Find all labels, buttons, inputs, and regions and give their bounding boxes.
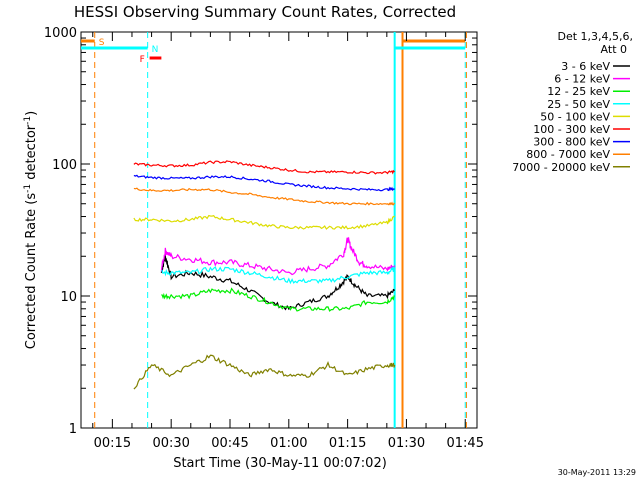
legend-entry-label: 6 - 12 keV [554,73,610,86]
x-tick-label: 01:15 [329,436,366,451]
legend-entry-label: 25 - 50 keV [547,98,610,111]
series-line-4 [133,214,395,230]
y-axis-label: Corrected Count Rate (s-1 detector-1) [23,111,39,349]
flag-letter-n: N [152,45,159,55]
series-line-6 [133,174,396,192]
y-tick-label: 1 [69,422,77,437]
x-tick-label: 00:30 [152,436,189,451]
legend-entry-label: 300 - 800 keV [533,136,610,149]
series-line-0 [160,253,396,311]
x-tick-label: 00:15 [94,436,131,451]
y-axis-label-exp1: -1 [23,184,33,193]
marker-layer: S NF [81,32,467,428]
y-axis-label-main: Corrected Count Rate (s [24,193,39,350]
x-tick-label: 01:00 [270,436,307,451]
legend-entry-label: 7000 - 20000 keV [512,161,610,174]
y-tick-label: 10 [60,290,77,305]
y-axis-label-end: ) [24,111,39,116]
x-tick-label: 01:30 [388,436,425,451]
series-line-8 [133,354,396,390]
y-axis-label-mid: detector [24,124,39,184]
legend-header-line-2: Att 0 [601,43,627,56]
series-layer [133,160,396,390]
x-tick-label: 00:45 [211,436,248,451]
series-line-5 [133,160,395,175]
legend-entry-label: 800 - 7000 keV [526,148,610,161]
y-axis-label-exp2: -1 [23,116,33,125]
legend-header-line-1: Det 1,3,4,5,6, [557,30,633,43]
axis-layer: 1 10 100 1000 00:15 00:30 00:45 01:00 01:15 01:30… [44,26,484,451]
footer-timestamp: 30-May-2011 13:29 [558,468,636,477]
legend-entry-label: 12 - 25 keV [547,85,610,98]
x-axis-label: Start Time (30-May-11 00:07:02) [173,456,387,471]
legend-entry-label: 50 - 100 keV [540,110,610,123]
chart-title: HESSI Observing Summary Count Rates, Cor… [74,3,456,21]
y-tick-label: 1000 [44,26,77,41]
legend-entry-label: 3 - 6 keV [561,60,610,73]
flag-letter-f: F [140,55,145,65]
y-tick-label: 100 [52,158,77,173]
legend-entry-label: 100 - 300 keV [533,123,610,136]
series-line-1 [160,236,396,276]
x-tick-label: 01:45 [447,436,484,451]
plot-frame [80,31,478,429]
series-line-2 [161,287,395,312]
series-line-3 [161,265,396,285]
series-line-7 [133,187,395,206]
flag-letter-s: S [99,38,105,48]
